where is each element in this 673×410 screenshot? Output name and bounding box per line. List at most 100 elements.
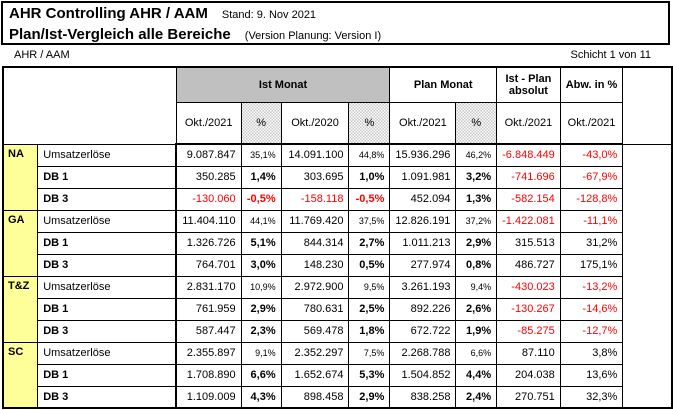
column-header: Okt./2020	[280, 101, 350, 145]
table-row: T&Z Umsatzerlöse 2.831.170 10,9% 2.972.900 9,…	[2, 275, 672, 343]
value-cell: 1,3%	[455, 187, 498, 211]
value-cell: 892.226	[389, 297, 457, 321]
value-cell: 2,9%	[348, 385, 391, 409]
value-cell: 587.447	[175, 319, 242, 343]
value-cell: 37,5%	[348, 209, 391, 233]
value-cell: 780.631	[280, 297, 350, 321]
value-cell: 0,5%	[348, 253, 391, 277]
row-label: Umsatzerlöse	[37, 341, 178, 365]
value-cell: 2,9%	[240, 297, 282, 321]
value-cell: 3,8%	[559, 341, 624, 365]
value-cell: -0,5%	[348, 187, 391, 211]
value-cell: 315.513	[496, 231, 561, 255]
value-cell: 9,5%	[348, 275, 391, 299]
value-cell: 12.826.191	[389, 209, 457, 233]
value-cell: 486.727	[496, 253, 561, 277]
value-cell: -11,1%	[559, 209, 624, 233]
value-cell: 11.404.110	[175, 209, 242, 233]
column-header: Okt./2021	[496, 101, 561, 145]
value-cell: 5,3%	[348, 363, 391, 387]
page-indicator: Schicht 1 von 11	[570, 49, 651, 61]
report-subheader: AHR / AAM Schicht 1 von 11	[14, 49, 651, 61]
value-cell: 35,1%	[240, 143, 282, 167]
value-cell: 2,9%	[455, 231, 498, 255]
group-header-abw-in-pct: Abw. in %	[559, 66, 624, 103]
value-cell: 1,9%	[455, 319, 498, 343]
value-cell: 31,2%	[559, 231, 624, 255]
row-label: DB 1	[37, 165, 178, 189]
value-cell: 4,3%	[240, 385, 282, 409]
value-cell: 6,6%	[455, 341, 498, 365]
value-cell: 4,4%	[455, 363, 498, 387]
row-label: DB 3	[37, 253, 178, 277]
row-label: DB 3	[37, 187, 178, 211]
value-cell: 5,1%	[240, 231, 282, 255]
value-cell: 204.038	[496, 363, 561, 387]
value-cell: 2,3%	[240, 319, 282, 343]
value-cell: 32,3%	[559, 385, 624, 409]
value-cell: 2.268.788	[389, 341, 457, 365]
value-cell: 2.972.900	[280, 275, 350, 299]
value-cell: 9,1%	[240, 341, 282, 365]
value-cell: 175,1%	[559, 253, 624, 277]
table-row: DB 1 350.285 1,4% 303.695 1,0% 1.091.981 3,2% -…	[3, 165, 672, 189]
empty-column	[622, 66, 673, 145]
value-cell: 764.701	[175, 253, 242, 277]
value-cell: -128,8%	[559, 187, 624, 211]
value-cell: -430.023	[496, 275, 561, 299]
value-cell: 838.258	[389, 385, 457, 409]
value-cell: 87.110	[496, 341, 561, 365]
column-header: Okt./2021	[559, 101, 624, 145]
value-cell: 44,1%	[240, 209, 282, 233]
value-cell: 9.087.847	[175, 143, 242, 167]
value-cell: 1,4%	[240, 165, 282, 189]
row-label: Umsatzerlöse	[37, 275, 178, 299]
value-cell: 1.011.213	[389, 231, 457, 255]
row-label: DB 3	[37, 385, 178, 409]
value-cell: -85.275	[496, 319, 561, 343]
value-cell: -741.696	[496, 165, 561, 189]
report-date: Stand: 9. Nov 2021	[221, 9, 317, 21]
value-cell: 2,7%	[348, 231, 391, 255]
value-cell: 1.109.009	[175, 385, 242, 409]
section-label: T&Z	[2, 275, 39, 343]
value-cell: 1,0%	[348, 165, 391, 189]
report-header: AHR Controlling AHR / AAM Stand: 9. Nov 2…	[1, 1, 670, 45]
value-cell: 148.230	[280, 253, 350, 277]
value-cell: 14.091.100	[280, 143, 350, 167]
value-cell: 1.326.726	[175, 231, 242, 255]
group-header-ist-plan-absolut: Ist - Plan absolut	[496, 66, 561, 103]
value-cell: 761.959	[175, 297, 242, 321]
value-cell: 2,4%	[455, 385, 498, 409]
column-header: %	[348, 101, 391, 145]
row-label: Umsatzerlöse	[37, 143, 178, 167]
table-row: DB 1 1.708.890 6,6% 1.652.674 5,3% 1.504.852 4…	[3, 363, 672, 387]
value-cell: 898.458	[280, 385, 350, 409]
plan-ist-table: Ist Monat Plan Monat Ist - Plan absolut …	[2, 66, 673, 409]
value-cell: -582.154	[496, 187, 561, 211]
table-row: GA Umsatzerlöse 11.404.110 44,1% 11.769.420 3…	[2, 209, 672, 277]
value-cell: 672.722	[389, 319, 457, 343]
table-row: SC Umsatzerlöse 2.355.897 9,1% 2.352.297 7,5%…	[2, 341, 672, 409]
value-cell: 1.091.981	[389, 165, 457, 189]
column-header: Okt./2021	[175, 101, 242, 145]
value-cell: 3,0%	[240, 253, 282, 277]
value-cell: 1,8%	[348, 319, 391, 343]
value-cell: 1.652.674	[280, 363, 350, 387]
value-cell: -130.060	[175, 187, 242, 211]
value-cell: 9,4%	[455, 275, 498, 299]
scope-label: AHR / AAM	[14, 49, 70, 61]
section-label: GA	[2, 209, 39, 277]
section-label: NA	[2, 143, 39, 211]
table-row: DB 3 -130.060 -0,5% -158.118 -0,5% 452.094 1,3…	[3, 187, 672, 211]
value-cell: 0,8%	[455, 253, 498, 277]
value-cell: 15.936.296	[389, 143, 457, 167]
table-row: DB 1 1.326.726 5,1% 844.314 2,7% 1.011.213 2,9…	[3, 231, 672, 255]
value-cell: 44,8%	[348, 143, 391, 167]
value-cell: -14,6%	[559, 297, 624, 321]
value-cell: 37,2%	[455, 209, 498, 233]
value-cell: 7,5%	[348, 341, 391, 365]
report-title: AHR Controlling AHR / AAM	[9, 5, 208, 22]
row-label: DB 1	[37, 297, 178, 321]
value-cell: 2.831.170	[175, 275, 242, 299]
